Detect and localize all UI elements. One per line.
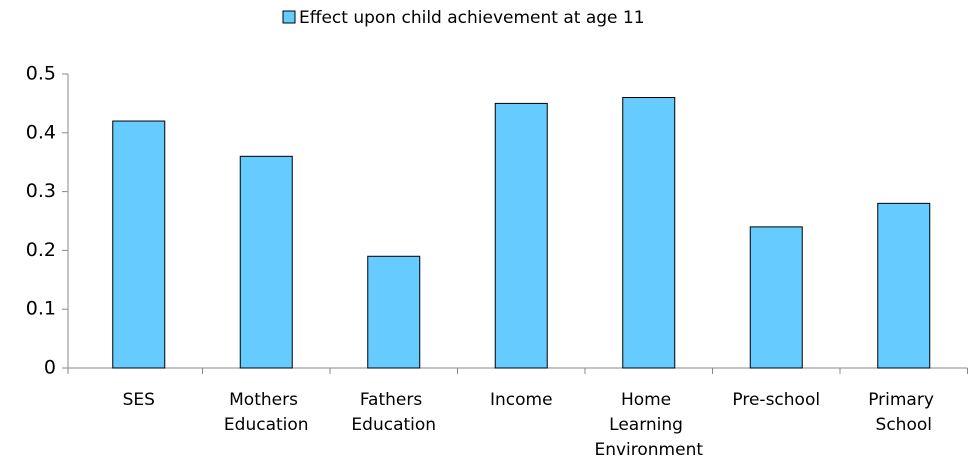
x-tick-label-line: Home — [621, 390, 677, 410]
x-tick-label: Pre-school — [732, 390, 820, 410]
bar — [749, 226, 803, 369]
bar — [112, 120, 166, 369]
y-tick-label: 0.4 — [26, 121, 56, 143]
x-tick-label-line: Pre-school — [732, 390, 820, 410]
x-tick-label-line: Primary — [868, 390, 939, 410]
bar — [622, 97, 676, 369]
x-tick-label-line: Learning — [609, 415, 688, 435]
y-tick-label: 0.2 — [26, 239, 56, 261]
x-tick-label-line: SES — [123, 390, 155, 410]
y-tick-label: 0 — [44, 357, 56, 379]
x-tick-label: Primary School — [868, 390, 939, 435]
x-tick-label: Income — [490, 390, 553, 410]
x-tick-label-line: Mothers — [229, 390, 303, 410]
y-tick-label: 0.1 — [26, 298, 56, 320]
legend-swatch — [282, 10, 296, 24]
bar — [494, 102, 548, 369]
x-tick-label-line: School — [876, 415, 932, 435]
x-tick-label-line: Education — [224, 415, 309, 435]
x-tick-label: SES — [123, 390, 155, 410]
y-tick-label: 0.5 — [26, 63, 56, 85]
x-tick-label: Home Learning Environment — [594, 390, 703, 460]
bar — [367, 255, 421, 369]
bar — [239, 155, 293, 369]
x-tick-label-line: Fathers — [360, 390, 428, 410]
x-tick-label: Fathers Education — [351, 390, 436, 435]
x-tick-label-line: Income — [490, 390, 553, 410]
legend-label: Effect upon child achievement at age 11 — [299, 8, 645, 28]
x-tick-label-line: Education — [351, 415, 436, 435]
bar — [877, 202, 931, 369]
y-tick-label: 0.3 — [26, 180, 56, 202]
x-tick-label-line: Environment — [594, 440, 703, 460]
x-tick-label: Mothers Education — [224, 390, 309, 435]
